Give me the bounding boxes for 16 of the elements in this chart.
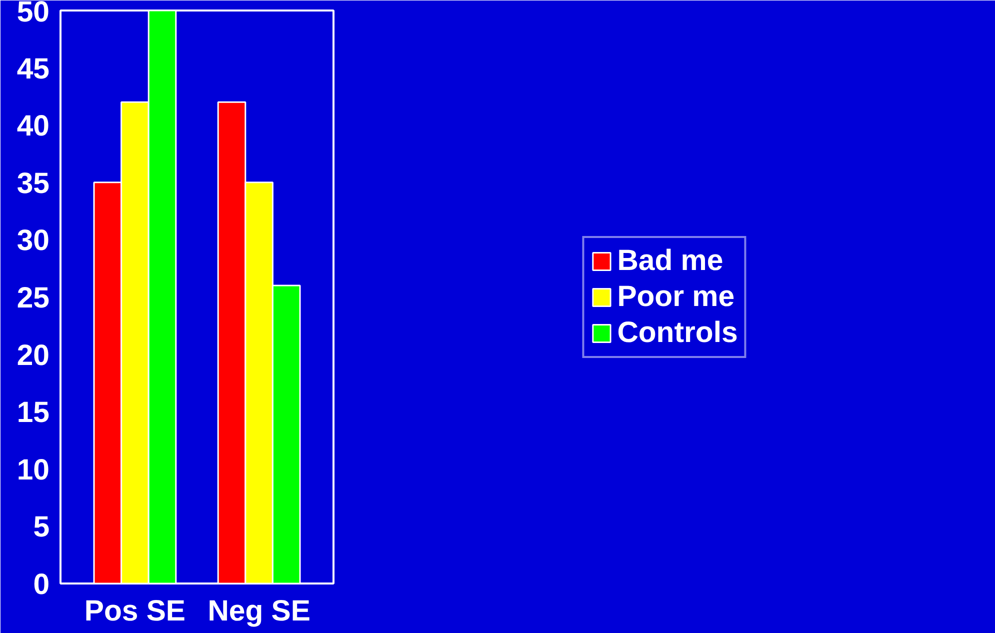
y-tick-label: 10 xyxy=(16,453,50,486)
y-tick-label: 30 xyxy=(16,224,50,258)
y-tick-label: 25 xyxy=(16,282,50,314)
x-tick-label: Neg SE xyxy=(208,594,310,628)
legend-label: Bad me xyxy=(617,244,724,278)
x-tick-label: Pos SE xyxy=(84,594,186,628)
legend-label: Poor me xyxy=(617,280,735,314)
legend-label: Controls xyxy=(617,316,738,350)
y-tick-label: 15 xyxy=(16,396,50,430)
y-tick-label: 50 xyxy=(16,0,50,28)
y-tick-label: 40 xyxy=(16,110,50,143)
y-tick-label: 45 xyxy=(16,52,50,86)
y-tick-label: 35 xyxy=(16,166,50,200)
y-tick-label: 5 xyxy=(33,510,50,544)
y-tick-label: 20 xyxy=(16,338,50,372)
y-tick-label: 0 xyxy=(33,568,50,601)
